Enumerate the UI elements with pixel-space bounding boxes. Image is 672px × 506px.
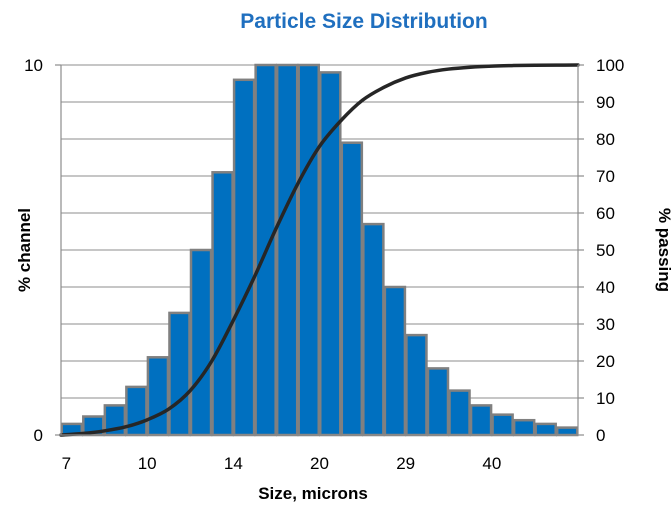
bar bbox=[168, 311, 191, 437]
x-tick-label: 14 bbox=[224, 454, 243, 473]
bar bbox=[555, 426, 579, 437]
bar bbox=[383, 285, 407, 437]
x-tick-label: 7 bbox=[62, 454, 71, 473]
right-tick-label: 10 bbox=[596, 389, 615, 408]
right-tick-label: 80 bbox=[596, 130, 615, 149]
bar bbox=[232, 78, 256, 437]
bar bbox=[340, 141, 364, 437]
x-tick-label: 10 bbox=[138, 454, 157, 473]
bar bbox=[534, 422, 557, 437]
bar bbox=[146, 356, 170, 437]
right-tick-label: 0 bbox=[596, 426, 605, 445]
x-tick-label: 29 bbox=[396, 454, 415, 473]
y-axis-label-right: % passing bbox=[655, 208, 672, 292]
y-axis-label-left: % channel bbox=[15, 208, 34, 292]
chart-title: Particle Size Distribution bbox=[240, 10, 487, 33]
bar bbox=[189, 248, 213, 437]
right-tick-label: 60 bbox=[596, 204, 615, 223]
bar bbox=[405, 333, 428, 437]
right-tick-label: 40 bbox=[596, 278, 615, 297]
bar bbox=[469, 404, 493, 437]
bar bbox=[491, 413, 514, 437]
x-axis-label: Size, microns bbox=[258, 484, 368, 503]
right-axis-ticks: 0 10 20 30 40 50 60 70 80 90 100 bbox=[578, 56, 624, 445]
bar bbox=[426, 367, 450, 437]
left-axis-ticks: 0 10 bbox=[24, 56, 61, 445]
bar bbox=[448, 389, 471, 437]
left-tick-label: 0 bbox=[34, 426, 43, 445]
x-tick-label: 20 bbox=[310, 454, 329, 473]
right-tick-label: 30 bbox=[596, 315, 615, 334]
cumulative-passing-line bbox=[59, 63, 580, 437]
x-tick-label: 40 bbox=[482, 454, 501, 473]
right-tick-label: 70 bbox=[596, 167, 615, 186]
bar bbox=[362, 222, 385, 437]
right-tick-label: 100 bbox=[596, 56, 624, 75]
x-axis-ticks: 7 10 14 20 29 40 bbox=[62, 454, 502, 473]
bar bbox=[297, 63, 321, 437]
bar bbox=[125, 385, 148, 437]
right-tick-label: 20 bbox=[596, 352, 615, 371]
right-tick-label: 90 bbox=[596, 93, 615, 112]
right-tick-label: 50 bbox=[596, 241, 615, 260]
bar bbox=[211, 171, 234, 437]
left-tick-label: 10 bbox=[24, 56, 43, 75]
bar bbox=[275, 63, 299, 437]
bar bbox=[512, 418, 536, 437]
